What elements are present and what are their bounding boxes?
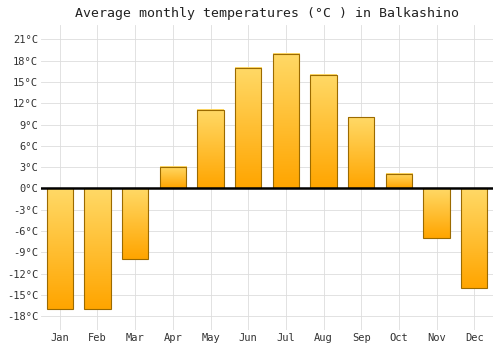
Bar xyxy=(235,68,262,188)
Title: Average monthly temperatures (°C ) in Balkashino: Average monthly temperatures (°C ) in Ba… xyxy=(75,7,459,20)
Bar xyxy=(122,188,148,259)
Bar xyxy=(348,118,374,188)
Bar xyxy=(272,54,299,188)
Bar xyxy=(386,174,412,188)
Bar xyxy=(461,188,487,288)
Bar xyxy=(46,188,73,309)
Bar xyxy=(198,110,224,188)
Bar xyxy=(160,167,186,188)
Bar xyxy=(235,68,262,188)
Bar xyxy=(424,188,450,238)
Bar xyxy=(160,167,186,188)
Bar xyxy=(122,188,148,259)
Bar xyxy=(310,75,336,188)
Bar xyxy=(198,110,224,188)
Bar xyxy=(46,188,73,309)
Bar xyxy=(386,174,412,188)
Bar xyxy=(310,75,336,188)
Bar xyxy=(348,118,374,188)
Bar xyxy=(84,188,110,309)
Bar xyxy=(84,188,110,309)
Bar xyxy=(424,188,450,238)
Bar xyxy=(461,188,487,288)
Bar xyxy=(272,54,299,188)
